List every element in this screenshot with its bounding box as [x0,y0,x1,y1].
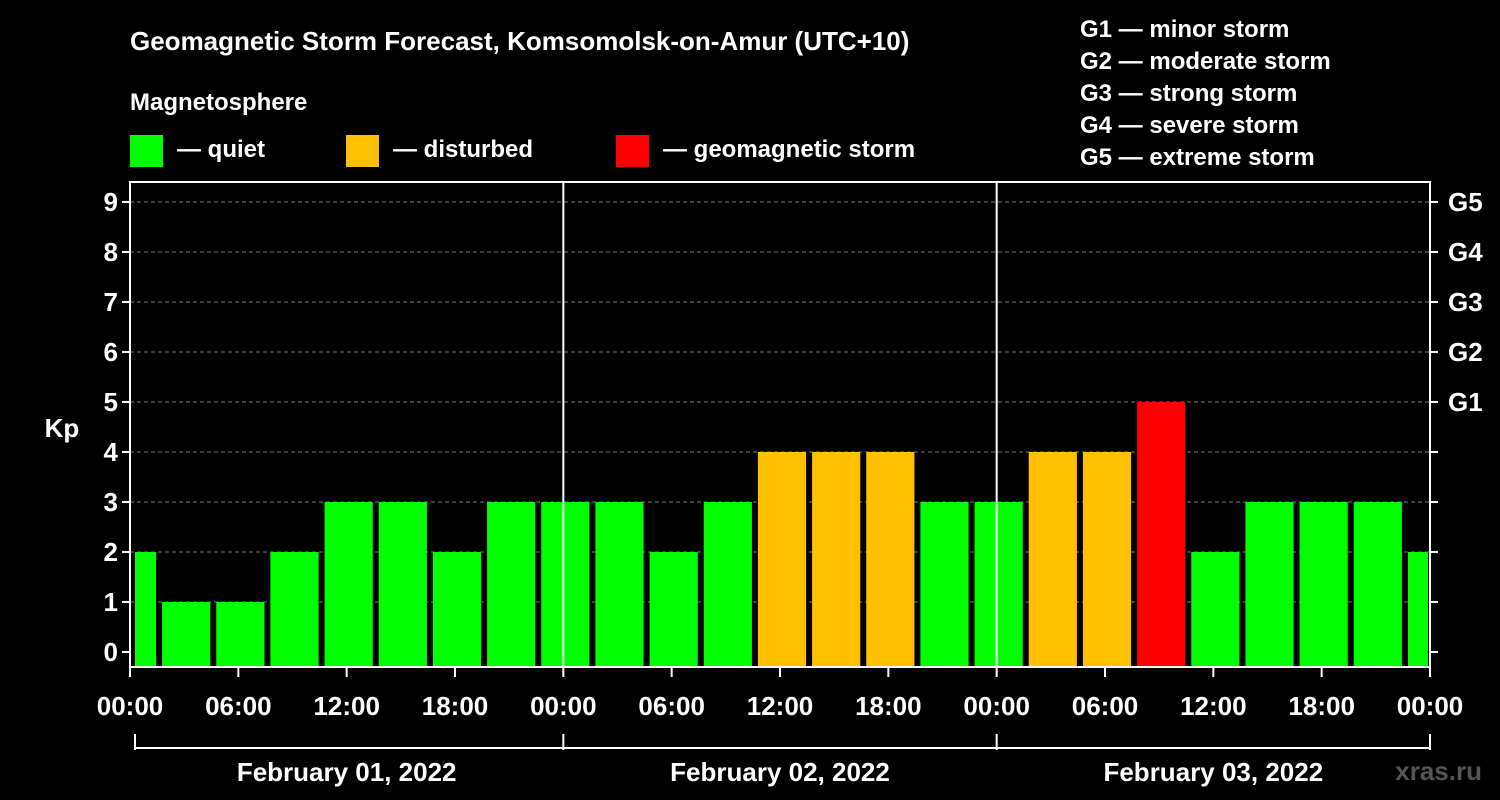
y-tick-label: 9 [104,187,118,217]
kp-bar [1299,502,1348,667]
chart-title: Geomagnetic Storm Forecast, Komsomolsk-o… [130,26,909,56]
g-scale-g5: G5 — extreme storm [1080,144,1315,171]
legend-swatch-storm [616,135,649,167]
kp-bar [162,602,211,667]
x-tick-label: 12:00 [313,691,380,721]
kp-bar [649,552,698,667]
legend-label-disturbed: — disturbed [393,136,533,163]
x-tick-label: 18:00 [422,691,489,721]
kp-bar [1082,452,1132,667]
g-scale-g3: G3 — strong storm [1080,80,1297,107]
kp-bar [270,552,319,667]
legend-heading: Magnetosphere [130,89,307,116]
kp-bar [920,502,969,667]
y-tick-label: 8 [104,237,118,267]
kp-bar [1137,402,1186,667]
y-axis-label: Kp [45,413,80,443]
g-level-label: G2 [1448,337,1483,367]
kp-bar [1353,502,1402,667]
date-label: February 01, 2022 [237,757,457,787]
watermark: xras.ru [1395,756,1482,786]
kp-bar [1407,552,1428,667]
y-tick-label: 6 [104,337,118,367]
g-level-label: G5 [1448,187,1483,217]
plot-area: 0 1 2 3 4 5 6 7 8 9 G1 G2 G3 G4 G5 00:00 06:00 12:00 18:00… [97,181,1483,787]
kp-bar [595,502,644,667]
kp-bar [216,602,265,667]
kp-bar [324,502,373,667]
kp-bar [812,452,861,667]
x-tick-label: 06:00 [638,691,705,721]
x-tick-label: 18:00 [855,691,922,721]
x-tick-label: 06:00 [205,691,272,721]
x-tick-label: 00:00 [530,691,597,721]
kp-bar [866,452,915,667]
y-tick-label: 3 [104,487,118,517]
y-tick-label: 0 [104,637,118,667]
legend-swatch-disturbed [346,135,379,167]
legend-swatch-quiet [130,135,163,167]
kp-bar [703,502,752,667]
g-level-label: G4 [1448,237,1483,267]
legend-label-storm: — geomagnetic storm [663,136,915,163]
x-tick-label: 00:00 [963,691,1030,721]
g-level-label: G3 [1448,287,1483,317]
kp-bar [757,452,807,667]
kp-bar [1245,502,1294,667]
kp-bar [541,502,590,667]
kp-bar [432,552,482,667]
y-tick-label: 5 [104,387,118,417]
kp-bar [974,502,1023,667]
y-tick-label: 4 [104,437,119,467]
date-label: February 03, 2022 [1103,757,1323,787]
kp-bar [135,552,157,667]
kp-bar [378,502,427,667]
kp-bar [1028,452,1077,667]
g-scale-g4: G4 — severe storm [1080,112,1299,139]
x-tick-label: 06:00 [1072,691,1139,721]
g-level-label: G1 [1448,387,1483,417]
y-tick-label: 2 [104,537,118,567]
x-tick-label: 00:00 [97,691,164,721]
kp-bar [487,502,536,667]
x-tick-label: 00:00 [1397,691,1464,721]
x-tick-label: 18:00 [1288,691,1355,721]
g-scale-g1: G1 — minor storm [1080,16,1289,43]
kp-bar [1191,552,1240,667]
x-tick-label: 12:00 [747,691,814,721]
g-scale-g2: G2 — moderate storm [1080,48,1331,75]
date-label: February 02, 2022 [670,757,890,787]
y-tick-label: 7 [104,287,118,317]
x-tick-label: 12:00 [1180,691,1247,721]
legend-label-quiet: — quiet [177,136,265,163]
y-tick-label: 1 [104,587,118,617]
